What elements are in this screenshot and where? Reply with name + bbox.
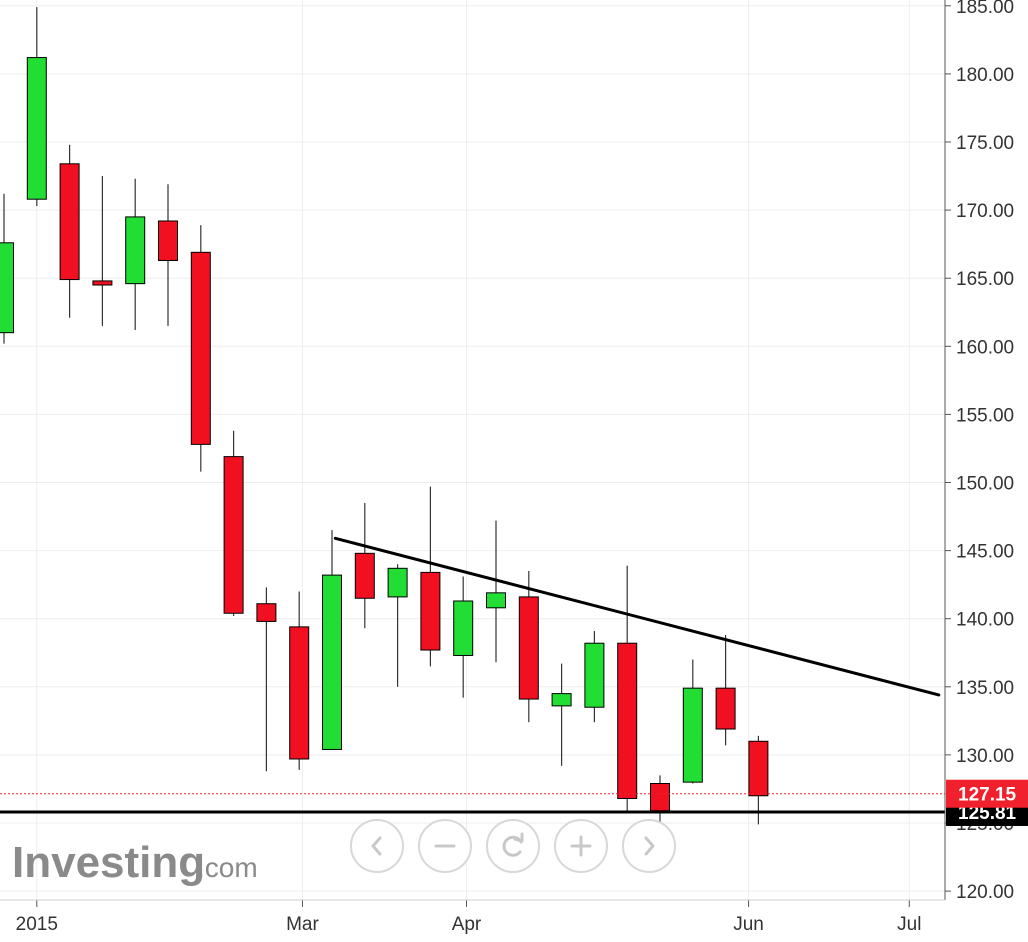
price-badge-label: 127.15 — [958, 785, 1017, 806]
y-tick-label: 150.00 — [956, 474, 1014, 495]
plus-icon — [570, 835, 592, 857]
reset-button[interactable] — [486, 819, 540, 873]
nav-button-circle — [350, 819, 404, 873]
overlay-lines — [0, 536, 945, 814]
y-tick-label: 165.00 — [956, 269, 1014, 290]
x-tick-label: Mar — [286, 914, 319, 935]
zoom-out-button[interactable] — [418, 819, 472, 873]
candle-body — [650, 783, 670, 812]
candle-body — [715, 687, 736, 730]
candle-body — [617, 642, 638, 799]
price-badge-label: 125.81 — [958, 803, 1017, 824]
candle — [551, 663, 572, 766]
watermark-brand: Investing — [12, 838, 205, 887]
refresh-arrow — [513, 832, 524, 843]
candle-body — [92, 280, 113, 286]
candle — [289, 591, 310, 770]
candle-body — [289, 626, 310, 760]
candle-body — [322, 574, 342, 750]
chevron-right-icon — [644, 836, 655, 856]
candle-body — [158, 220, 178, 261]
y-tick-label: 175.00 — [956, 133, 1014, 154]
candle-body — [551, 693, 572, 707]
candle — [518, 571, 539, 723]
y-tick-label: 185.00 — [956, 0, 1014, 18]
chevron-left-icon — [371, 836, 382, 856]
candle — [387, 564, 408, 687]
x-tick-label: 2015 — [16, 914, 58, 935]
candle — [223, 430, 244, 616]
investing-watermark: Investing .com — [12, 838, 258, 887]
candle-body — [223, 456, 244, 614]
time-axis: 2015 Mar Apr Jun Jul — [0, 899, 945, 935]
chevron-left-glyph — [371, 836, 382, 856]
candle-body — [420, 571, 441, 651]
candle-body — [26, 57, 47, 200]
scroll-right-button[interactable] — [622, 819, 676, 873]
refresh-icon — [502, 832, 524, 857]
candle — [486, 520, 506, 663]
candle — [59, 144, 80, 318]
candle — [584, 630, 605, 723]
watermark-suffix: .com — [197, 852, 258, 883]
candle — [158, 184, 178, 326]
candle — [715, 635, 736, 746]
candle — [256, 587, 277, 772]
y-tick-label: 170.00 — [956, 201, 1014, 222]
candle — [125, 178, 146, 330]
candle — [354, 502, 375, 629]
y-tick-label: 130.00 — [956, 746, 1014, 767]
candles — [0, 7, 769, 843]
candle-body — [453, 600, 474, 656]
y-tick-label: 155.00 — [956, 405, 1014, 426]
x-tick-label: Jun — [733, 914, 764, 935]
candle-body — [486, 592, 506, 609]
candle-body — [682, 687, 703, 783]
candle-body — [190, 251, 211, 445]
y-tick-label: 145.00 — [956, 542, 1014, 563]
candle-body — [748, 740, 769, 797]
candle-body — [518, 596, 539, 700]
candle — [748, 735, 769, 825]
trendline — [333, 536, 941, 697]
candle-body — [0, 242, 14, 334]
candle-body — [387, 567, 408, 598]
candle — [92, 176, 113, 326]
grid — [0, 0, 945, 900]
nav-button-circle — [486, 819, 540, 873]
x-tick-label: Apr — [452, 914, 482, 935]
price-badge: 127.15 — [946, 779, 1028, 808]
price-axis: 120.00125.00130.00135.00140.00145.00150.… — [944, 0, 1014, 903]
x-tick-label: Jul — [897, 914, 921, 935]
candle — [453, 576, 474, 698]
candle — [682, 659, 703, 784]
candle — [190, 225, 211, 472]
zoom-in-button[interactable] — [554, 819, 608, 873]
candle — [322, 530, 342, 750]
scroll-left-button[interactable] — [350, 819, 404, 873]
candle — [26, 7, 47, 207]
candle-body — [584, 642, 605, 708]
y-tick-label: 180.00 — [956, 65, 1014, 86]
candle — [420, 486, 441, 667]
candle-body — [59, 163, 80, 281]
candle-body — [125, 216, 146, 285]
candle — [0, 193, 14, 344]
nav-button-circle — [622, 819, 676, 873]
y-tick-label: 140.00 — [956, 610, 1014, 631]
candle — [617, 565, 638, 811]
y-tick-label: 135.00 — [956, 678, 1014, 699]
chevron-right-glyph — [644, 836, 655, 856]
y-tick-label: 120.00 — [956, 882, 1014, 903]
candle-body — [256, 603, 277, 622]
candle-body — [354, 552, 375, 599]
price-badge-bg — [946, 779, 1028, 808]
chart-navigation — [350, 819, 676, 873]
y-tick-label: 160.00 — [956, 337, 1014, 358]
